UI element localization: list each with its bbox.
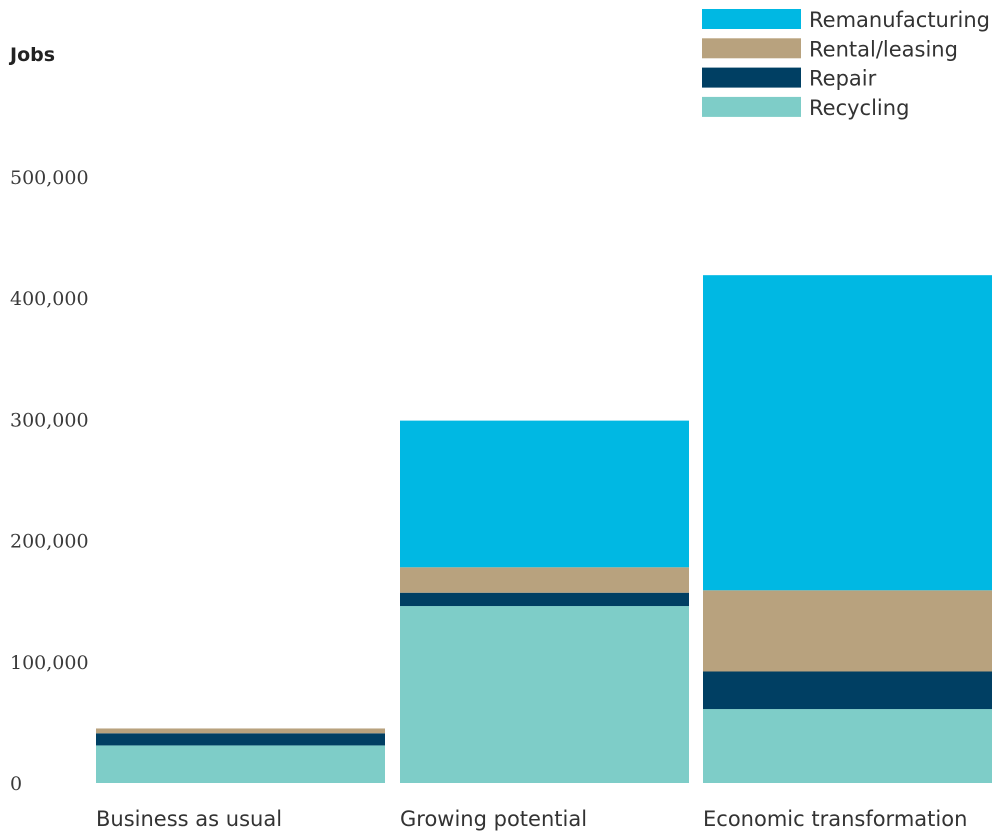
legend-swatch-rental-leasing — [702, 38, 801, 59]
y-axis-ticks: 0 100,000 200,000 300,000 400,000 500,000 — [10, 167, 89, 795]
y-axis-title: Jobs — [8, 44, 55, 66]
y-tick-label: 500,000 — [10, 167, 89, 189]
legend-label-remanufacturing: Remanufacturing — [809, 8, 990, 32]
y-tick-label: 0 — [10, 773, 22, 795]
y-tick-label: 300,000 — [10, 409, 89, 431]
bar-segment-remanufacturing-growing-potential — [400, 420, 689, 568]
bar-segment-remanufacturing-economic-transformation — [703, 275, 992, 591]
legend-swatch-repair — [702, 67, 801, 88]
y-tick-label: 400,000 — [10, 288, 89, 310]
legend-swatch-recycling — [702, 96, 801, 117]
legend-swatch-remanufacturing — [702, 9, 801, 29]
bar-segment-repair-economic-transformation — [703, 671, 992, 710]
bar-segment-recycling-economic-transformation — [703, 709, 992, 783]
bar-segment-recycling-growing-potential — [400, 606, 689, 783]
category-label-business-as-usual: Business as usual — [96, 807, 282, 831]
legend-label-rental-leasing: Rental/leasing — [809, 37, 958, 61]
bar-segment-recycling-business-as-usual — [96, 745, 385, 783]
bar-segment-rental-leasing-business-as-usual — [96, 728, 385, 734]
bars-group — [96, 275, 992, 783]
bar-segment-repair-growing-potential — [400, 592, 689, 607]
legend: Remanufacturing Rental/leasing Repair Recyc… — [702, 8, 990, 120]
category-label-economic-transformation: Economic transformation — [703, 807, 967, 831]
legend-label-recycling: Recycling — [809, 96, 909, 120]
bar-segment-rental-leasing-growing-potential — [400, 567, 689, 593]
category-label-growing-potential: Growing potential — [400, 807, 587, 831]
y-tick-label: 200,000 — [10, 531, 89, 553]
y-tick-label: 100,000 — [10, 652, 89, 674]
legend-label-repair: Repair — [809, 67, 877, 91]
category-labels: Business as usual Growing potential Econom… — [96, 807, 967, 831]
bar-segment-repair-business-as-usual — [96, 733, 385, 746]
bar-segment-rental-leasing-economic-transformation — [703, 590, 992, 672]
